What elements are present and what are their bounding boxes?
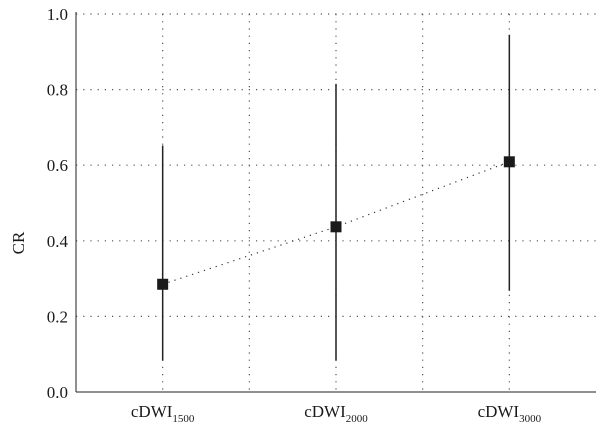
y-tick-label: 0.4 xyxy=(47,232,69,251)
y-axis-title: CR xyxy=(9,231,28,254)
error-bar-layer xyxy=(161,34,511,361)
y-tick-label: 1.0 xyxy=(47,5,68,24)
y-tick-label: 0.6 xyxy=(47,156,68,175)
x-tick-label-base: cDWI xyxy=(131,402,173,421)
marker-layer xyxy=(157,156,515,290)
axis-layer xyxy=(75,12,596,393)
x-tick-label-base: cDWI xyxy=(304,402,346,421)
data-point-marker xyxy=(330,221,342,233)
x-tick-label: cDWI1500 xyxy=(131,402,195,425)
y-tick-label: 0.2 xyxy=(47,307,68,326)
x-tick-label-subscript: 2000 xyxy=(346,413,369,425)
y-tick-label: 0.8 xyxy=(47,81,68,100)
x-tick-label: cDWI2000 xyxy=(304,402,368,425)
x-tick-label-subscript: 1500 xyxy=(172,413,195,425)
x-tick-label-base: cDWI xyxy=(478,402,520,421)
data-point-marker xyxy=(157,278,169,290)
x-tick-label-subscript: 3000 xyxy=(519,413,542,425)
data-point-marker xyxy=(503,156,515,168)
x-tick-label: cDWI3000 xyxy=(478,402,542,425)
y-tick-label: 0.0 xyxy=(47,383,68,402)
